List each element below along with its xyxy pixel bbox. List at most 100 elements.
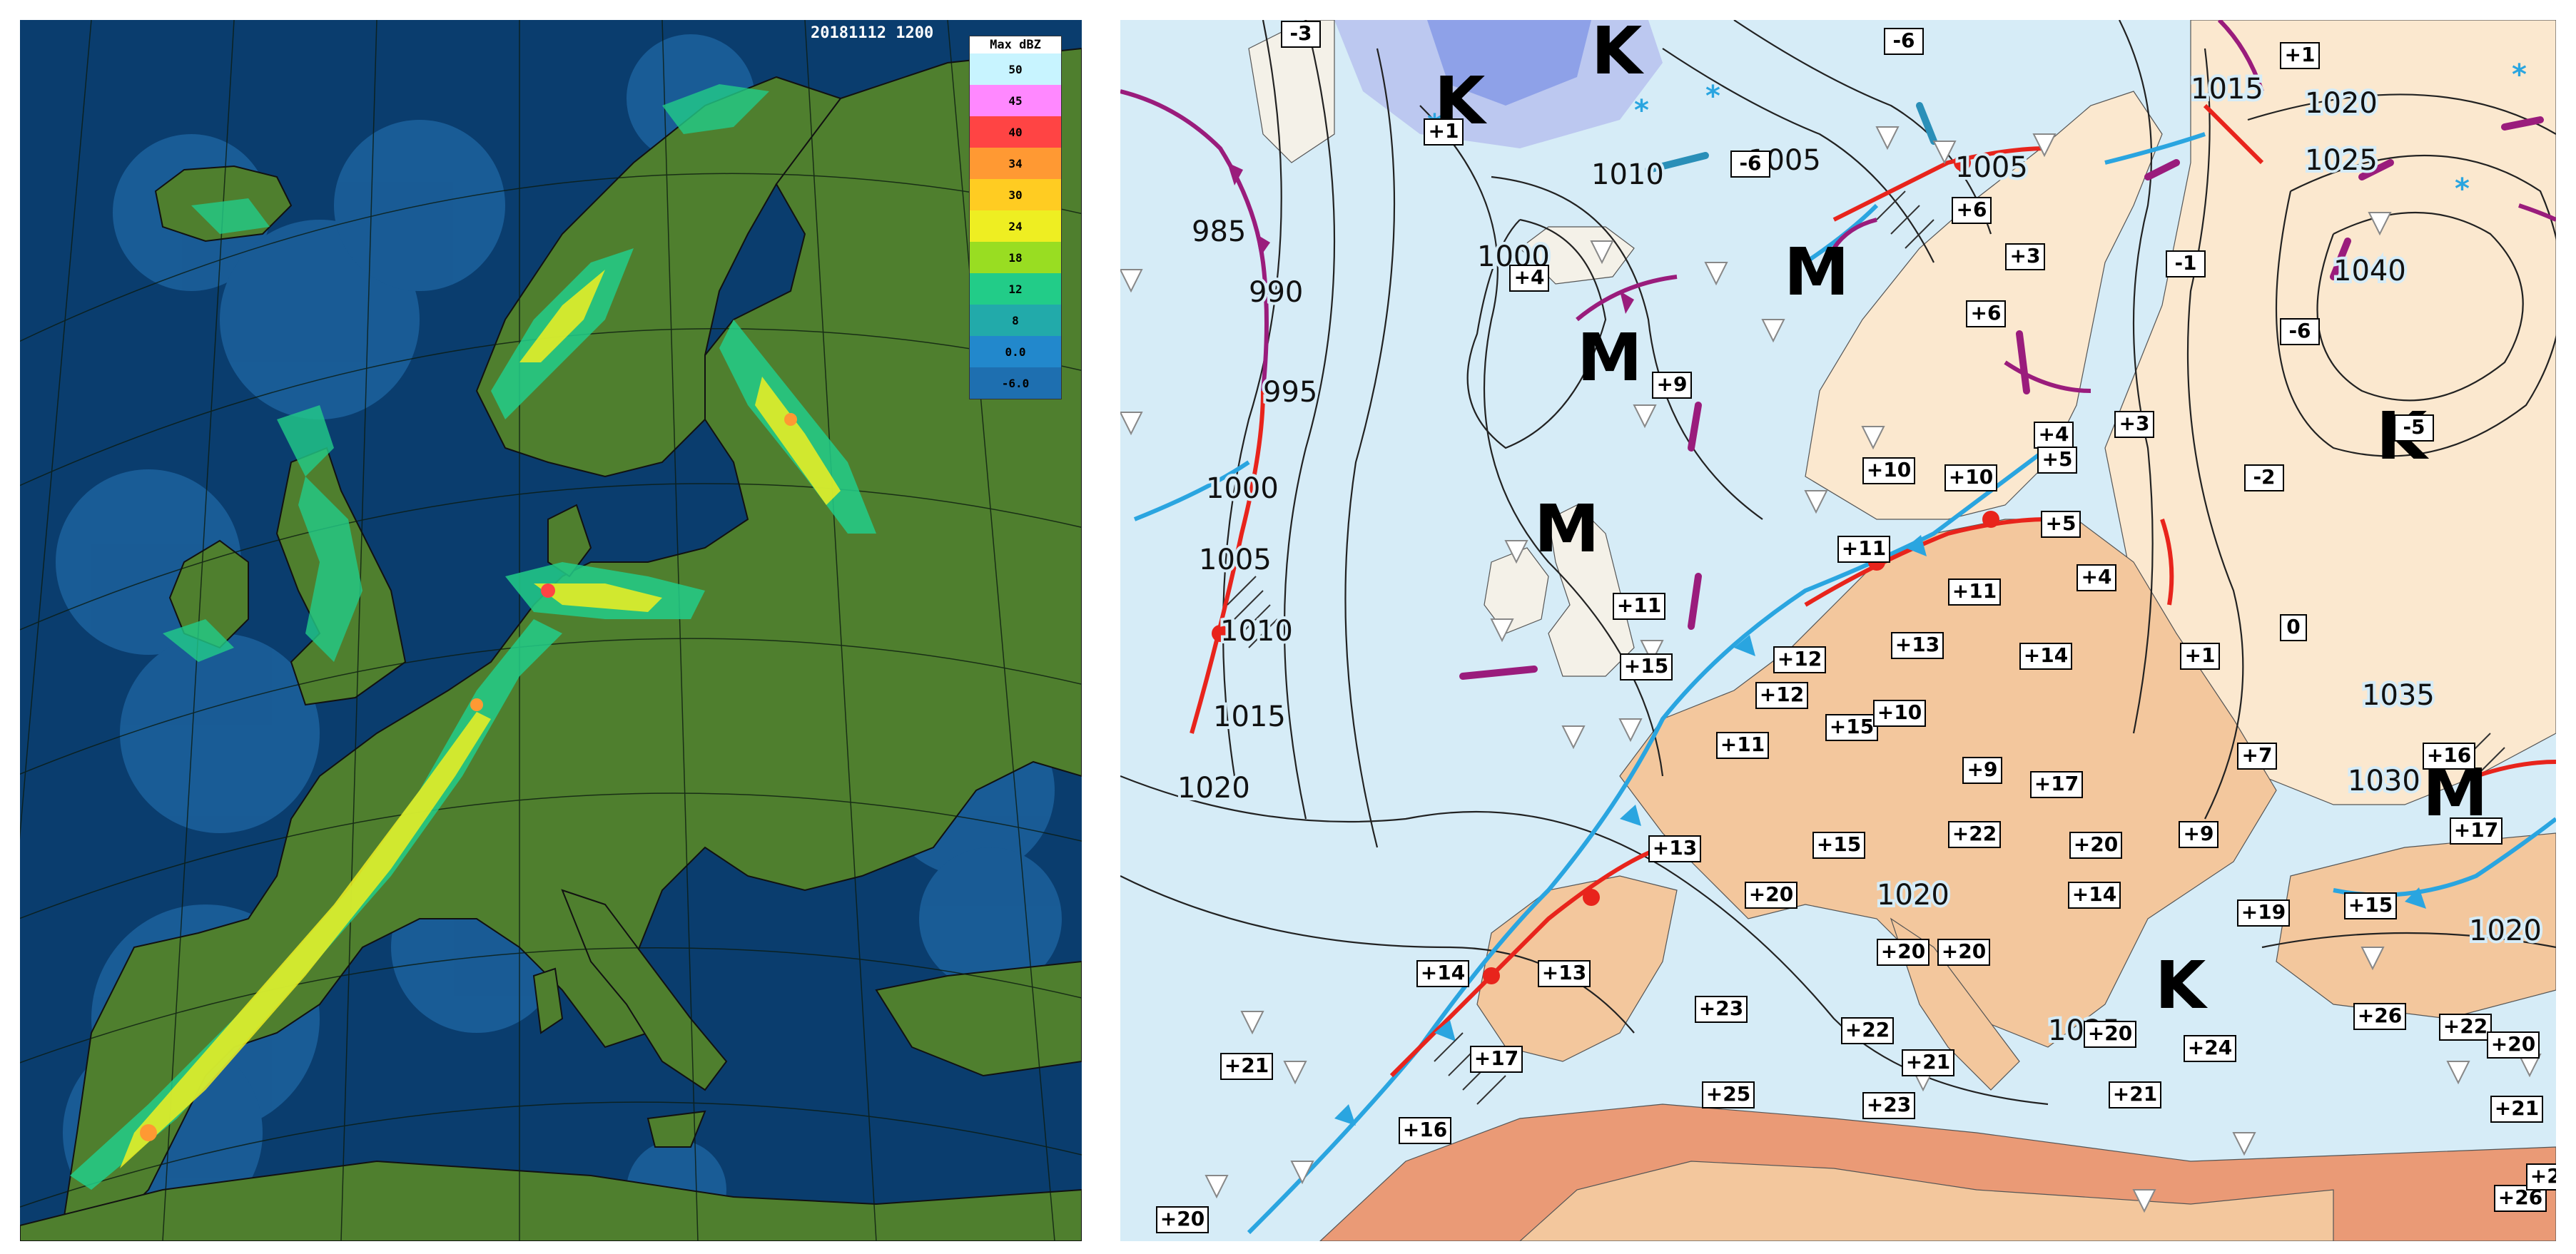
temperature-label: +15 — [2344, 892, 2397, 919]
isobar-label: 1040 — [2333, 255, 2406, 287]
isobar-label: 985 — [1192, 215, 1246, 248]
flow-arrows — [1459, 102, 2544, 680]
precipitation-echoes — [70, 84, 876, 1190]
temperature-label: +20 — [1745, 882, 1797, 909]
isobar-label: 1035 — [2362, 679, 2435, 712]
isobar-labels: 9859909951000100510101015102010001005101… — [1175, 70, 2545, 1050]
isobar-label: 1015 — [2191, 73, 2263, 106]
temperature-label: +23 — [1695, 996, 1748, 1023]
temperature-value: +21 — [2113, 1082, 2157, 1106]
temperature-value: +28 — [2530, 1164, 2556, 1188]
temperature-label: +9 — [2179, 821, 2218, 848]
dbz-legend-swatch: 40 — [970, 116, 1061, 148]
temperature-label: +21 — [2490, 1096, 2543, 1123]
isobar-label: 990 — [1249, 276, 1303, 309]
low-pressure-center: M — [1534, 491, 1600, 567]
temperature-value: 0 — [2286, 615, 2300, 638]
temperature-label: +14 — [1416, 960, 1469, 987]
temperature-value: +10 — [1877, 700, 1922, 724]
svg-text:*: * — [1705, 80, 1720, 113]
temperature-label: +4 — [1509, 265, 1549, 292]
temperature-label: +13 — [1891, 632, 1944, 659]
temperature-label: +11 — [1948, 578, 2001, 606]
temperature-label: +6 — [1952, 197, 1992, 224]
temperature-value: +13 — [1895, 633, 1939, 656]
temperature-value: +20 — [2491, 1032, 2535, 1056]
temperature-value: +25 — [1706, 1082, 1750, 1106]
temperature-label: +21 — [1220, 1053, 1273, 1080]
temperature-value: +4 — [1514, 265, 1545, 289]
temperature-value: -6 — [1892, 29, 1915, 52]
temperature-value: -2 — [2253, 465, 2275, 489]
low-pressure-center: M — [1784, 234, 1850, 310]
temperature-label: +20 — [1877, 939, 1930, 966]
temperature-label: +15 — [1812, 832, 1865, 859]
temperature-value: +22 — [1845, 1018, 1890, 1041]
temperature-value: +17 — [1474, 1046, 1518, 1070]
temperature-label: -2 — [2244, 464, 2284, 491]
temperature-value: +11 — [1617, 593, 1661, 617]
isobar-label: 1005 — [1955, 151, 2028, 184]
temperature-value: +9 — [1657, 372, 1688, 396]
isobar-label: 1020 — [1177, 772, 1250, 805]
temperature-value: +6 — [1957, 198, 1987, 221]
temperature-value: +4 — [2081, 565, 2112, 588]
dbz-legend-swatch: 50 — [970, 53, 1061, 85]
dbz-legend-swatch: 0.0 — [970, 336, 1061, 367]
temperature-label: +6 — [1966, 300, 2006, 327]
temperature-label: +24 — [2184, 1035, 2236, 1062]
temperature-value: +10 — [1867, 458, 1911, 481]
temperature-value: +19 — [2241, 900, 2286, 924]
temperature-label: +5 — [2041, 511, 2081, 538]
temperature-label: +22 — [1948, 821, 2001, 848]
temperature-value: +12 — [1760, 683, 1804, 706]
temperature-label: +1 — [2180, 643, 2220, 670]
temperature-value: +20 — [2088, 1021, 2132, 1045]
temperature-label: +1 — [2280, 42, 2320, 69]
temperature-label: +3 — [2114, 411, 2154, 438]
temperature-value: -3 — [1289, 21, 1312, 45]
occluded-fronts — [1120, 20, 2556, 393]
temperature-value: +5 — [2046, 511, 2076, 535]
temperature-label: +17 — [2450, 817, 2503, 845]
temperature-label: +21 — [2109, 1081, 2161, 1108]
temperature-label: +11 — [1716, 732, 1769, 759]
temperature-label: -3 — [1281, 21, 1321, 48]
isobar-label: 1020 — [2469, 914, 2542, 947]
temperature-value: +13 — [1542, 961, 1586, 984]
temperature-label: +20 — [1156, 1206, 1209, 1233]
temperature-label: +5 — [2037, 447, 2077, 474]
isobar-label: 1025 — [2305, 144, 2378, 177]
temperature-value: +15 — [1817, 832, 1861, 856]
temperature-label: +12 — [1755, 682, 1808, 709]
temperature-value: +20 — [1749, 882, 1793, 906]
dbz-legend-swatch: 45 — [970, 85, 1061, 116]
temperature-value: +12 — [1778, 647, 1822, 671]
isobar-label: 1010 — [1591, 158, 1664, 191]
temperature-value: +24 — [2188, 1036, 2232, 1059]
temperature-value: +21 — [2495, 1096, 2539, 1120]
temperature-label: +20 — [2084, 1021, 2136, 1048]
temperature-value: +20 — [1942, 939, 1986, 963]
temperature-value: +20 — [1881, 939, 1925, 963]
temperature-label: +14 — [2068, 882, 2121, 909]
temperature-value: +16 — [1403, 1118, 1447, 1141]
temperature-label: +20 — [2487, 1031, 2540, 1059]
temperature-label: +3 — [2005, 243, 2045, 270]
temperature-label: +12 — [1773, 646, 1826, 673]
temperature-value: +10 — [1949, 465, 1993, 489]
temperature-label: +26 — [2353, 1003, 2406, 1030]
temperature-label: +25 — [1702, 1081, 1755, 1108]
temperature-label: +16 — [2423, 743, 2475, 770]
isobars — [1120, 20, 2556, 1106]
temperature-label: +1 — [1424, 118, 1464, 146]
high-pressure-center: K — [2155, 947, 2209, 1024]
isobar-label: 1030 — [2348, 765, 2420, 797]
temperature-value: +4 — [2039, 422, 2069, 446]
temperature-label: +10 — [1862, 457, 1915, 484]
temperature-value: +1 — [2185, 643, 2216, 667]
dbz-legend: Max dBZ 50 45 40 34 30 24 18 12 8 0.0 -6.0 — [969, 36, 1062, 399]
dbz-legend-swatch: 30 — [970, 179, 1061, 210]
temperature-label: +4 — [2076, 564, 2116, 591]
dbz-legend-swatch: 18 — [970, 242, 1061, 273]
